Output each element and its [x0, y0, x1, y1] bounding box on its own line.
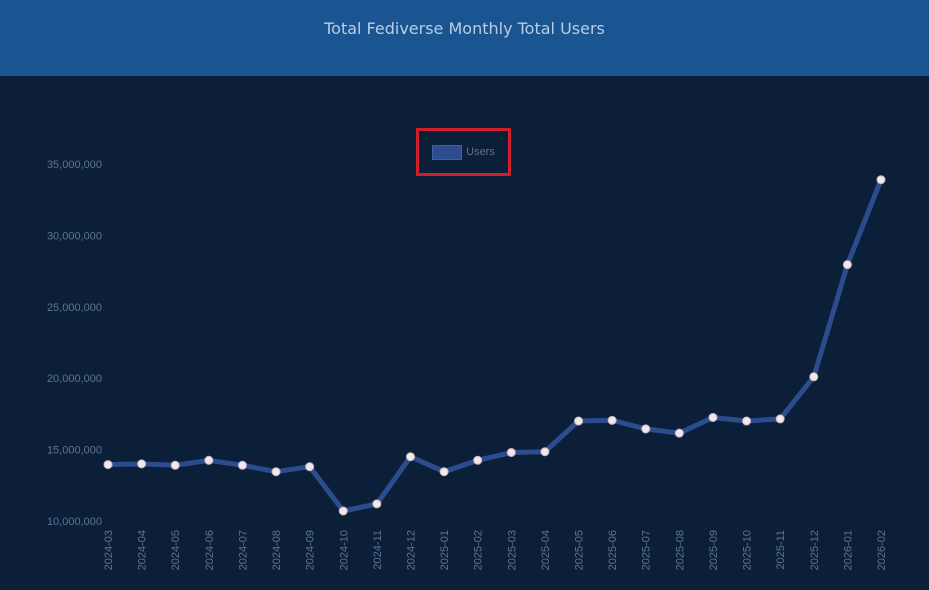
data-point[interactable]	[271, 467, 281, 477]
data-point[interactable]	[338, 506, 348, 516]
x-tick-label: 2024-12	[405, 530, 417, 570]
data-point[interactable]	[506, 447, 516, 457]
x-tick-label: 2024-10	[338, 530, 350, 570]
data-point[interactable]	[473, 455, 483, 465]
x-tick-label: 2025-05	[574, 530, 586, 570]
x-tick-label: 2025-04	[540, 530, 552, 570]
data-point[interactable]	[237, 460, 247, 470]
x-tick-label: 2024-09	[305, 530, 317, 570]
data-point[interactable]	[305, 462, 315, 472]
y-axis: 10,000,000 15,000,000 20,000,000 25,000,000…	[47, 159, 102, 528]
data-point[interactable]	[439, 467, 449, 477]
data-point[interactable]	[170, 460, 180, 470]
chart-title: Total Fediverse Monthly Total Users	[324, 18, 605, 38]
data-point[interactable]	[137, 459, 147, 469]
x-tick-label: 2024-08	[271, 530, 283, 570]
x-tick-label: 2024-07	[237, 530, 249, 570]
x-tick-label: 2024-04	[137, 530, 149, 570]
x-tick-label: 2025-12	[809, 530, 821, 570]
x-tick-label: 2024-03	[103, 530, 115, 570]
data-point[interactable]	[742, 416, 752, 426]
x-tick-label: 2025-06	[607, 530, 619, 570]
data-point[interactable]	[540, 447, 550, 457]
x-axis: 2024-03 2024-04 2024-05 2024-06 2024-07 2024-…	[103, 530, 888, 570]
data-point[interactable]	[876, 175, 886, 185]
series-users	[105, 177, 884, 514]
data-point[interactable]	[809, 372, 819, 382]
series-users-points	[103, 175, 886, 516]
data-point[interactable]	[204, 455, 214, 465]
data-point[interactable]	[103, 460, 113, 470]
x-tick-label: 2025-10	[742, 530, 754, 570]
x-tick-label: 2025-07	[641, 530, 653, 570]
x-tick-label: 2024-11	[372, 530, 384, 570]
x-tick-label: 2024-05	[170, 530, 182, 570]
x-tick-label: 2025-01	[439, 530, 451, 570]
legend-label-users: Users	[466, 146, 495, 158]
y-tick-label: 10,000,000	[47, 516, 102, 528]
x-tick-label: 2025-09	[708, 530, 720, 570]
y-tick-label: 25,000,000	[47, 302, 102, 314]
data-point[interactable]	[708, 412, 718, 422]
data-point[interactable]	[607, 415, 617, 425]
legend-swatch-users	[432, 144, 463, 160]
y-tick-label: 35,000,000	[47, 159, 102, 171]
data-point[interactable]	[674, 428, 684, 438]
x-tick-label: 2026-01	[842, 530, 854, 570]
y-tick-label: 30,000,000	[47, 230, 102, 242]
data-point[interactable]	[775, 414, 785, 424]
x-tick-label: 2024-06	[204, 530, 216, 570]
chart-header: Total Fediverse Monthly Total Users	[0, 0, 929, 76]
x-tick-label: 2025-11	[775, 530, 787, 570]
x-tick-label: 2025-08	[674, 530, 686, 570]
chart-area: 10,000,000 15,000,000 20,000,000 25,000,000…	[0, 76, 929, 590]
y-tick-label: 20,000,000	[47, 373, 102, 385]
line-chart: 10,000,000 15,000,000 20,000,000 25,000,000…	[47, 159, 888, 570]
y-tick-label: 15,000,000	[47, 445, 102, 457]
data-point[interactable]	[574, 416, 584, 426]
x-tick-label: 2025-03	[506, 530, 518, 570]
data-point[interactable]	[405, 452, 415, 462]
data-point[interactable]	[842, 260, 852, 270]
data-point[interactable]	[372, 499, 382, 509]
data-point[interactable]	[641, 424, 651, 434]
series-line-users	[105, 177, 884, 514]
x-tick-label: 2025-02	[473, 530, 485, 570]
legend[interactable]: Users	[416, 128, 511, 176]
x-tick-label: 2026-02	[876, 530, 888, 570]
